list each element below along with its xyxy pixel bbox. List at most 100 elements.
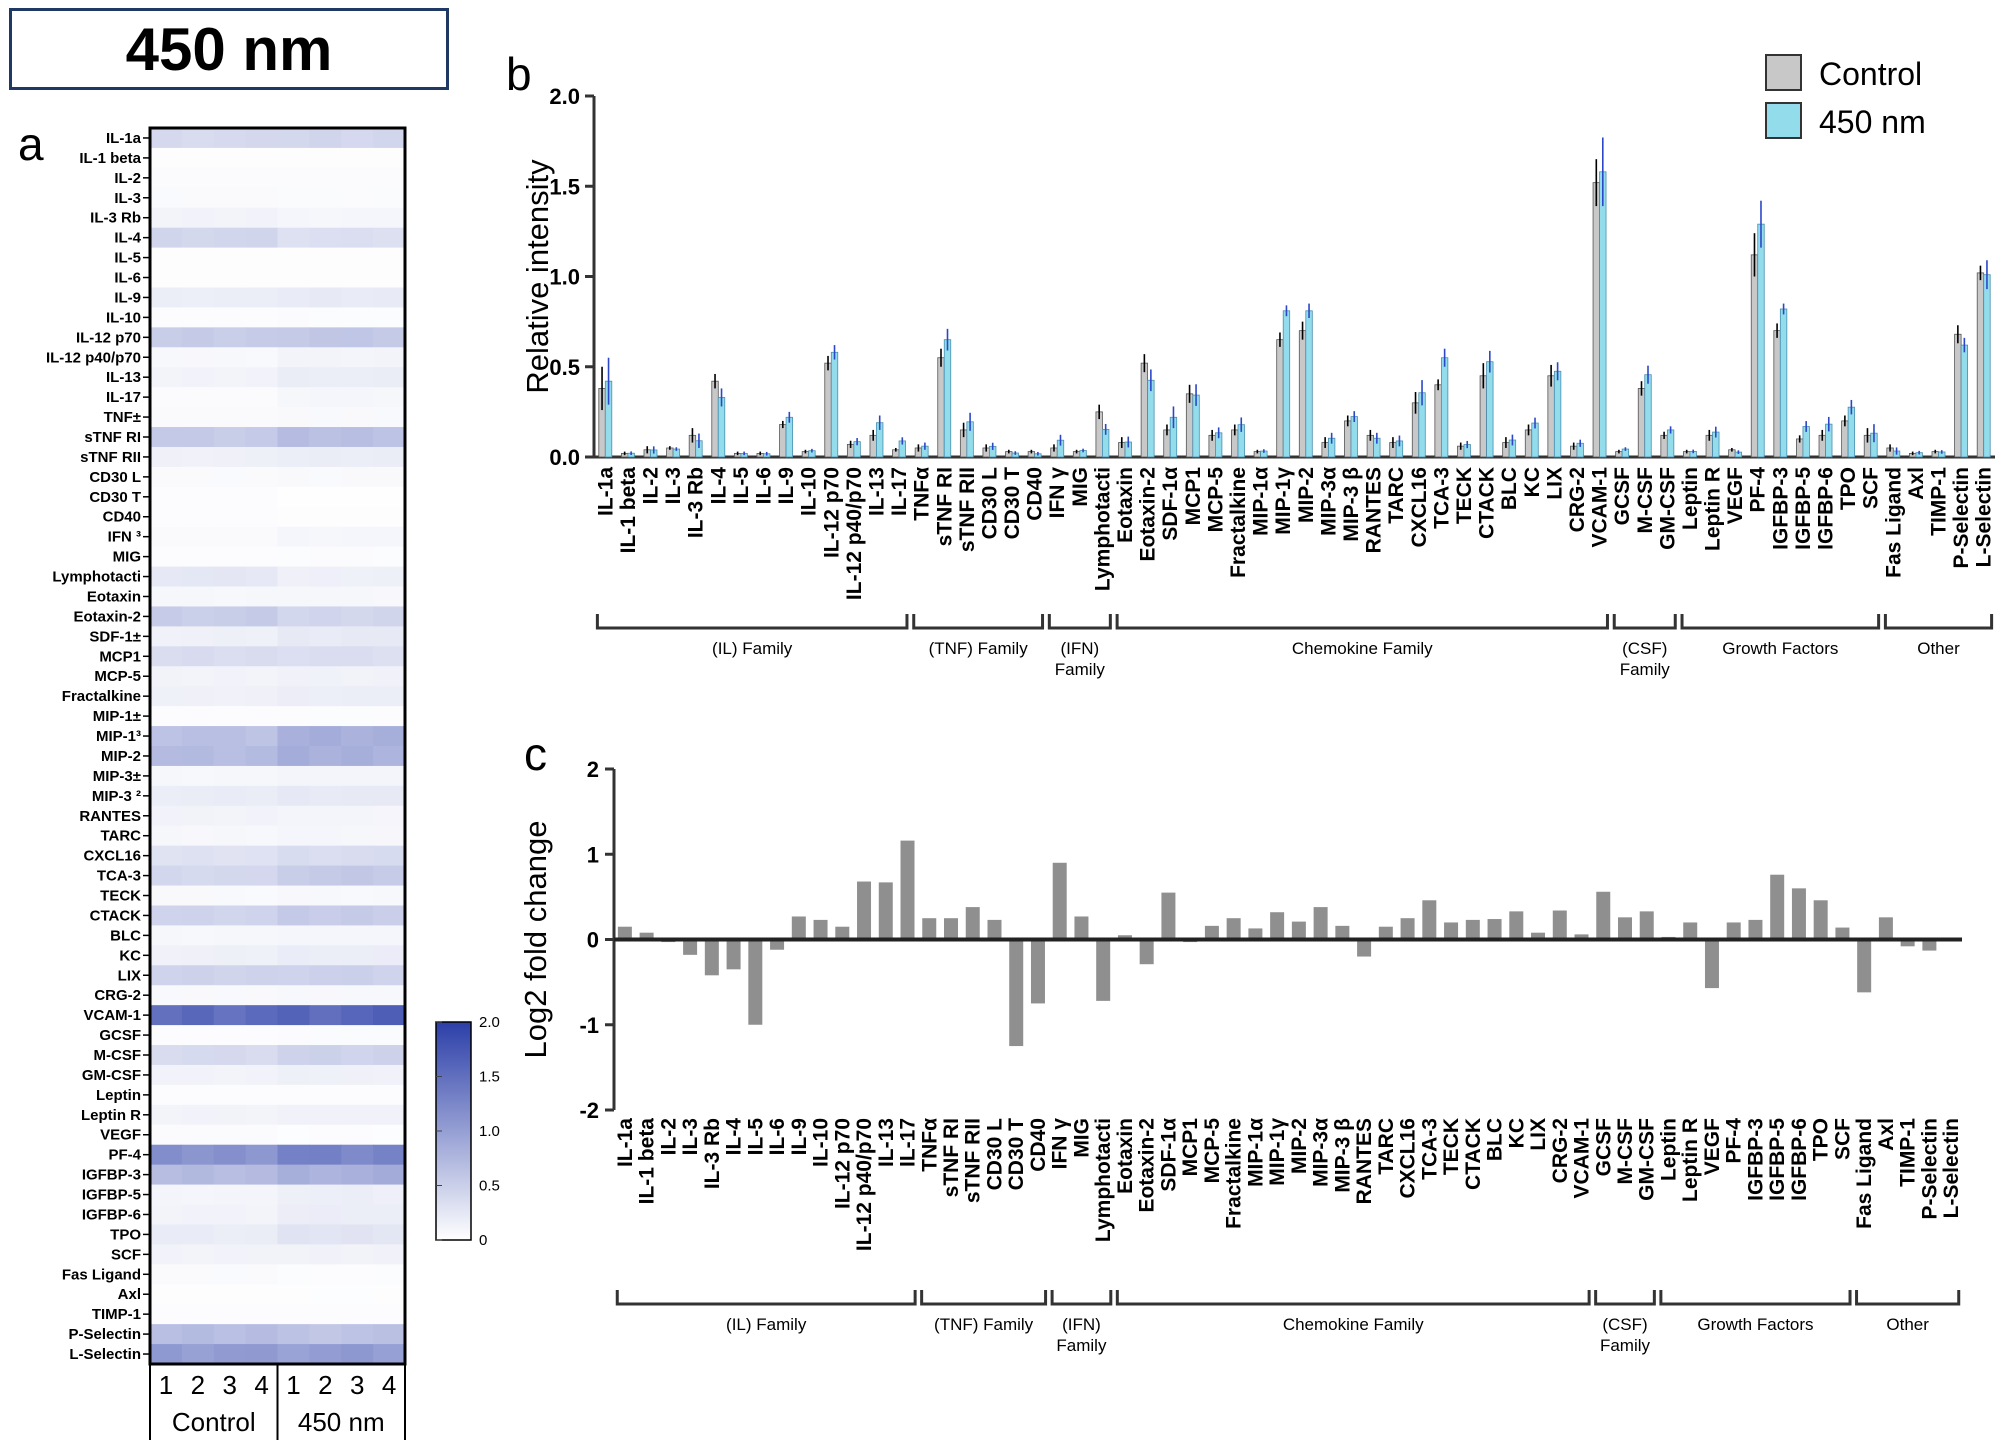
heatmap-cell (150, 1005, 183, 1026)
group-label: (TNF) Family (929, 639, 1029, 658)
heatmap-cell (150, 785, 183, 807)
heatmap-cell (150, 207, 183, 229)
fold-change-bar (987, 919, 1002, 940)
heatmap-cell (213, 1005, 247, 1026)
heatmap-cell (213, 128, 247, 149)
bar-450nm (1486, 361, 1494, 458)
heatmap-cell (213, 1144, 247, 1166)
category-label: MIG (1069, 467, 1092, 507)
heatmap-cell (245, 746, 279, 767)
fold-change-bar (1139, 939, 1154, 965)
y-tick-label: 1.0 (549, 265, 580, 290)
category-label: Eotaxin-2 (1136, 1118, 1159, 1213)
category-label: BLC (1498, 467, 1521, 510)
heatmap-cell (341, 925, 374, 946)
fold-change-bar (1204, 925, 1219, 940)
heatmap-cell (309, 427, 342, 448)
heatmap-cell (309, 307, 342, 328)
heatmap-cell (213, 905, 247, 927)
fold-change-bar (1030, 939, 1045, 1004)
heatmap-row-label: IGFBP-3 (82, 1167, 141, 1184)
heatmap-cell (150, 147, 183, 169)
heatmap-row-label: Axl (118, 1286, 141, 1303)
heatmap-cell (181, 1324, 215, 1345)
category-label: IL-5 (730, 467, 753, 505)
heatmap-cell (181, 287, 215, 309)
heatmap-cell (150, 466, 183, 488)
heatmap-cell (309, 1025, 342, 1046)
heatmap-cell (181, 1045, 215, 1066)
heatmap-cell (213, 147, 247, 169)
heatmap-cell (341, 1084, 374, 1106)
heatmap-cell (309, 466, 342, 488)
category-label: IL-4 (723, 1118, 746, 1156)
heatmap-cell (245, 167, 279, 189)
category-label: VEGF (1724, 467, 1747, 524)
category-label: TPO (1837, 467, 1860, 510)
colorbar-tick-label: 0.5 (479, 1178, 500, 1195)
heatmap-cell (373, 666, 406, 687)
heatmap-cell (181, 885, 215, 907)
heatmap-cell (309, 666, 342, 687)
heatmap-row-label: IL-4 (114, 230, 141, 247)
heatmap-cell (245, 905, 279, 927)
category-label: LIX (1527, 1118, 1550, 1151)
heatmap-row-label: IL-1a (106, 130, 142, 147)
category-label: IL-1a (594, 467, 617, 516)
heatmap-cell (309, 945, 342, 966)
heatmap-cell (309, 646, 342, 667)
bar-450nm (1305, 310, 1313, 458)
heatmap-cell (277, 945, 310, 966)
category-label: TIMP-1 (1897, 1118, 1920, 1187)
heatmap-cell (150, 566, 183, 588)
heatmap-cell (245, 267, 279, 289)
bar-control (779, 424, 787, 458)
category-label: TIMP-1 (1928, 467, 1951, 536)
heatmap-cell (181, 726, 215, 747)
fold-change-bar (1531, 932, 1546, 940)
heatmap-cell (181, 1084, 215, 1106)
category-label: CTACK (1462, 1118, 1485, 1190)
heatmap-cell (181, 407, 215, 428)
heatmap-cell (341, 1025, 374, 1046)
heatmap-cell (181, 805, 215, 827)
heatmap-cell (373, 167, 406, 189)
fold-change-bar (639, 932, 654, 940)
category-label: TECK (1453, 467, 1476, 524)
heatmap-cell (309, 187, 342, 209)
heatmap-cell (373, 1304, 406, 1325)
category-label: IFN γ (1049, 1118, 1072, 1170)
heatmap-cell (213, 446, 247, 468)
heatmap-cell (373, 1344, 406, 1365)
heatmap-cell (309, 965, 342, 986)
heatmap-cell (309, 367, 342, 388)
heatmap-row-label: IL-10 (106, 309, 141, 326)
category-label: IL-6 (766, 1118, 789, 1155)
fold-change-bar (1335, 925, 1350, 940)
heatmap-cell (277, 785, 310, 807)
heatmap-cell (277, 307, 310, 328)
bar-control (1637, 388, 1646, 458)
heatmap-cell (341, 1264, 374, 1285)
heatmap-cell (181, 925, 215, 946)
heatmap-cell (245, 845, 279, 867)
heatmap-cell (245, 1324, 279, 1345)
heatmap-cell (213, 486, 247, 508)
heatmap-cell (373, 1184, 406, 1206)
heatmap-cell (181, 1264, 215, 1285)
category-label: SCF (1860, 467, 1883, 509)
heatmap-cell (245, 486, 279, 508)
category-label: MCP-5 (1204, 467, 1227, 533)
heatmap-cell (181, 1244, 215, 1265)
heatmap-cell (245, 227, 279, 249)
heatmap-cell (309, 845, 342, 867)
heatmap-row-label: CXCL16 (83, 848, 141, 865)
heatmap-cell (341, 128, 374, 149)
heatmap-cell (245, 526, 279, 548)
fold-change-bar (791, 916, 806, 940)
category-label: IL-17 (888, 467, 911, 516)
heatmap-cell (373, 865, 406, 887)
colorbar-tick-label: 1.0 (479, 1123, 500, 1140)
heatmap-cell (181, 1344, 215, 1365)
heatmap-cell (181, 785, 215, 807)
